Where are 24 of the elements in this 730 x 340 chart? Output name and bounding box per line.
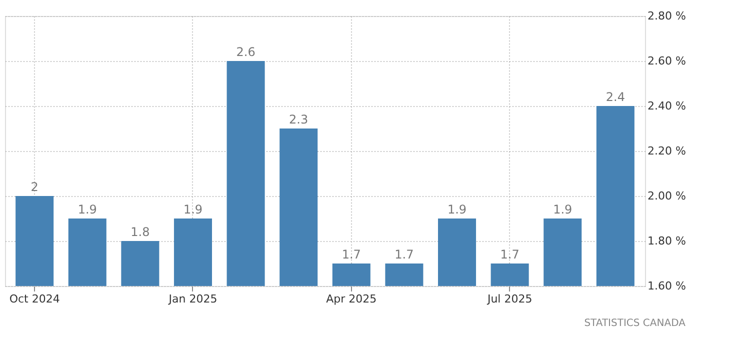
- data-label: 2.3: [289, 112, 308, 126]
- x-tick-label: Apr 2025: [326, 292, 377, 306]
- y-tick-label: 2.40 %: [648, 100, 686, 112]
- data-label: 1.9: [447, 202, 467, 216]
- x-tick-label: Jul 2025: [486, 292, 532, 306]
- data-label: 1.9: [78, 202, 97, 216]
- data-label: 2: [30, 180, 38, 194]
- data-label: 1.7: [394, 248, 414, 262]
- x-tick-label: Jan 2025: [168, 292, 218, 306]
- y-tick-label: 1.80 %: [648, 234, 686, 248]
- y-tick-label: 2.60 %: [648, 54, 686, 68]
- y-tick-label: 2.80 %: [648, 10, 686, 22]
- data-label: 1.8: [130, 225, 150, 239]
- data-label: 2.4: [606, 90, 625, 104]
- y-tick-label: 2.00 %: [648, 190, 686, 202]
- data-label: 1.7: [500, 248, 520, 262]
- text: STATISTICS CANADA: [584, 318, 686, 329]
- data-label: 2.6: [236, 45, 256, 59]
- x-tick-label: Oct 2024: [9, 292, 60, 306]
- data-label: 1.7: [342, 248, 361, 262]
- data-label: 1.9: [183, 202, 203, 216]
- y-tick-label: 2.20 %: [648, 144, 686, 158]
- y-tick-label: 1.60 %: [648, 280, 686, 292]
- data-label: 1.9: [553, 202, 572, 216]
